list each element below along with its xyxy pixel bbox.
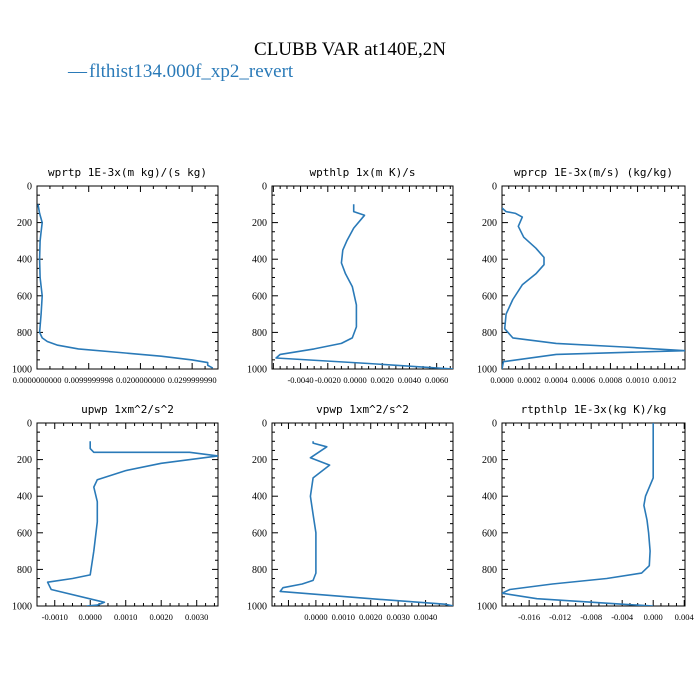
y-tick-label: 800: [17, 328, 32, 339]
x-tick-label: 0.0000000000: [13, 375, 62, 385]
y-tick-label: 400: [17, 255, 32, 266]
y-tick-label: 800: [252, 565, 267, 576]
x-tick-label: 0.0020: [359, 612, 382, 622]
series-line: [502, 207, 685, 369]
y-tick-label: 0: [27, 419, 32, 430]
panel-5: vpwp 1xm^2/s^2 0 200 400 600 800 1000 0.0000 0.0…: [247, 403, 454, 622]
y-tick-label: 400: [482, 492, 497, 503]
x-tick-label: 0.0000: [304, 612, 327, 622]
panel-title: wprtp 1E-3x(m kg)/(s kg): [48, 166, 207, 179]
y-tick-label: 200: [482, 218, 497, 229]
x-tick-label: 0.0030: [386, 612, 409, 622]
panel-1: wprtp 1E-3x(m kg)/(s kg) 0 200 400 600 800 100…: [12, 166, 219, 385]
plot-frame: [501, 185, 686, 370]
y-tick-label: 200: [252, 218, 267, 229]
x-tick-label: 0.0012: [653, 375, 676, 385]
panel-title: upwp 1xm^2/s^2: [81, 403, 174, 416]
x-tick-label: 0.0099999998: [64, 375, 113, 385]
panel-4: upwp 1xm^2/s^2 0 200 400 600 800 1000 -0.0010 0.…: [12, 403, 219, 622]
x-tick-label: 0.0000: [490, 375, 513, 385]
y-tick-label: 600: [252, 291, 267, 302]
x-tick-label: -0.008: [580, 612, 602, 622]
plot-frame: [501, 422, 686, 607]
x-tick-label: 0.004: [675, 612, 695, 622]
x-tick-label: 0.0020: [371, 375, 394, 385]
x-tick-label: 0.0008: [599, 375, 622, 385]
y-tick-label: 600: [252, 528, 267, 539]
y-tick-label: 600: [17, 291, 32, 302]
y-tick-label: 200: [17, 455, 32, 466]
plot-frame: [271, 185, 454, 370]
y-tick-label: 400: [482, 255, 497, 266]
panel-6: rtpthlp 1E-3x(kg K)/kg 0 200 400 600 800 1000 -…: [477, 403, 695, 622]
series-line: [37, 204, 214, 369]
x-tick-label: -0.0040: [287, 375, 313, 385]
x-tick-label: 0.0010: [626, 375, 649, 385]
x-tick-label: 0.0002: [517, 375, 540, 385]
y-tick-label: 1000: [477, 365, 497, 376]
panel-title: wpthlp 1x(m K)/s: [310, 166, 416, 179]
series-line: [275, 204, 453, 369]
y-tick-label: 800: [482, 328, 497, 339]
y-tick-label: 200: [482, 455, 497, 466]
y-tick-label: 0: [262, 182, 267, 193]
x-tick-label: 0.0004: [545, 375, 569, 385]
y-tick-label: 0: [492, 182, 497, 193]
x-tick-label: 0.0030: [185, 612, 208, 622]
x-tick-label: 0.0010: [114, 612, 137, 622]
x-tick-label: -0.0020: [315, 375, 341, 385]
series-line: [502, 423, 655, 606]
panel-3: wprcp 1E-3x(m/s) (kg/kg) 0 200 400 600 800 100…: [477, 166, 686, 385]
x-tick-label: 0.0200000000: [116, 375, 165, 385]
panel-title: vpwp 1xm^2/s^2: [316, 403, 409, 416]
figure-legend: — flthist134.000f_xp2_revert: [67, 61, 294, 82]
y-tick-label: 400: [252, 492, 267, 503]
plot-frame: [36, 185, 219, 370]
y-tick-label: 1000: [247, 365, 267, 376]
legend-line-marker: —: [67, 61, 88, 82]
y-tick-label: 800: [17, 565, 32, 576]
x-tick-label: 0.0000: [79, 612, 102, 622]
x-tick-label: 0.0006: [572, 375, 595, 385]
y-tick-label: 1000: [477, 602, 497, 613]
y-tick-label: 800: [482, 565, 497, 576]
y-tick-label: 0: [492, 419, 497, 430]
y-tick-label: 200: [252, 455, 267, 466]
figure-title: CLUBB VAR at140E,2N: [254, 39, 446, 60]
x-tick-label: -0.016: [518, 612, 540, 622]
y-tick-label: 800: [252, 328, 267, 339]
y-tick-label: 0: [262, 419, 267, 430]
panel-2: wpthlp 1x(m K)/s 0 200 400 600 800 1000 -0.0040…: [247, 166, 454, 385]
y-tick-label: 600: [17, 528, 32, 539]
series-line: [279, 441, 453, 606]
y-tick-label: 0: [27, 182, 32, 193]
plot-frame: [36, 422, 219, 607]
x-tick-label: 0.0020: [150, 612, 173, 622]
x-tick-label: 0.0010: [332, 612, 355, 622]
panel-title: rtpthlp 1E-3x(kg K)/kg: [521, 403, 667, 416]
x-tick-label: 0.0040: [398, 375, 421, 385]
x-tick-label: 0.0299999990: [168, 375, 217, 385]
y-tick-label: 600: [482, 291, 497, 302]
y-tick-label: 1000: [247, 602, 267, 613]
series-line: [46, 441, 218, 606]
y-tick-label: 200: [17, 218, 32, 229]
x-tick-label: 0.000: [644, 612, 663, 622]
y-tick-label: 600: [482, 528, 497, 539]
y-tick-label: 400: [252, 255, 267, 266]
x-tick-label: 0.0040: [414, 612, 437, 622]
x-tick-label: -0.0010: [42, 612, 68, 622]
y-tick-label: 1000: [12, 602, 32, 613]
x-tick-label: -0.012: [549, 612, 571, 622]
panel-title: wprcp 1E-3x(m/s) (kg/kg): [514, 166, 673, 179]
plot-frame: [271, 422, 454, 607]
y-tick-label: 1000: [12, 365, 32, 376]
x-tick-label: 0.0060: [425, 375, 448, 385]
y-tick-label: 400: [17, 492, 32, 503]
legend-series-label: flthist134.000f_xp2_revert: [89, 61, 294, 82]
x-tick-label: -0.004: [611, 612, 634, 622]
x-tick-label: 0.0000: [343, 375, 366, 385]
